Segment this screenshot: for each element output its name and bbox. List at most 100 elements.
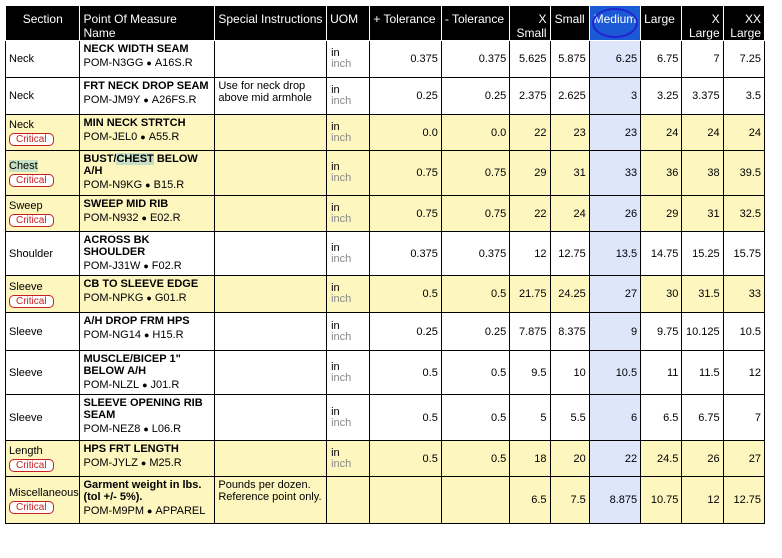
plus-tolerance-cell[interactable]: 0.5 [369, 394, 442, 441]
x-large-cell[interactable]: 11.5 [681, 350, 724, 395]
minus-tolerance-cell[interactable]: 0.5 [440, 394, 511, 441]
xx-large-cell[interactable]: 7.25 [722, 40, 766, 78]
header-instructions[interactable]: Special Instructions [214, 5, 328, 41]
medium-cell[interactable]: 6.25 [588, 40, 642, 78]
x-small-cell[interactable]: 7.875 [509, 312, 551, 351]
small-cell[interactable]: 20 [549, 440, 590, 477]
xx-large-cell[interactable]: 32.5 [722, 195, 766, 232]
small-cell[interactable]: 5.875 [549, 40, 590, 78]
large-cell[interactable]: 9.75 [640, 312, 683, 351]
xx-large-cell[interactable]: 24 [722, 114, 766, 151]
large-cell[interactable]: 29 [640, 195, 683, 232]
medium-cell[interactable]: 26 [588, 195, 642, 232]
x-small-cell[interactable]: 22 [509, 114, 551, 151]
x-small-cell[interactable]: 2.375 [509, 77, 551, 115]
plus-tolerance-cell[interactable]: 0.375 [369, 40, 442, 78]
medium-cell[interactable]: 3 [588, 77, 642, 115]
x-large-cell[interactable]: 6.75 [681, 394, 724, 441]
small-cell[interactable]: 5.5 [549, 394, 590, 441]
plus-tolerance-cell[interactable]: 0.25 [369, 77, 442, 115]
minus-tolerance-cell[interactable]: 0.25 [440, 312, 511, 351]
header-large[interactable]: Large [640, 5, 683, 41]
x-small-cell[interactable]: 9.5 [509, 350, 551, 395]
xx-large-cell[interactable]: 12 [722, 350, 766, 395]
x-large-cell[interactable]: 31.5 [681, 275, 724, 313]
x-large-cell[interactable]: 31 [681, 195, 724, 232]
plus-tolerance-cell[interactable]: 0.0 [369, 114, 442, 151]
header-pom[interactable]: Point Of Measure Name [79, 5, 216, 41]
medium-cell[interactable]: 6 [588, 394, 642, 441]
minus-tolerance-cell[interactable]: 0.375 [440, 231, 511, 276]
plus-tolerance-cell[interactable]: 0.75 [369, 195, 442, 232]
header-medium[interactable]: Medium [588, 5, 642, 41]
minus-tolerance-cell[interactable]: 0.5 [440, 440, 511, 477]
large-cell[interactable]: 24 [640, 114, 683, 151]
medium-cell[interactable]: 8.875 [588, 476, 642, 524]
small-cell[interactable]: 2.625 [549, 77, 590, 115]
header-small[interactable]: Small [549, 5, 590, 41]
small-cell[interactable]: 10 [549, 350, 590, 395]
header-x-large[interactable]: X Large [681, 5, 724, 41]
xx-large-cell[interactable]: 12.75 [722, 476, 766, 524]
plus-tolerance-cell[interactable]: 0.5 [369, 440, 442, 477]
x-small-cell[interactable]: 18 [509, 440, 551, 477]
large-cell[interactable]: 14.75 [640, 231, 683, 276]
x-large-cell[interactable]: 3.375 [681, 77, 724, 115]
medium-cell[interactable]: 33 [588, 150, 642, 196]
medium-cell[interactable]: 13.5 [588, 231, 642, 276]
large-cell[interactable]: 11 [640, 350, 683, 395]
xx-large-cell[interactable]: 10.5 [722, 312, 766, 351]
minus-tolerance-cell[interactable]: 0.75 [440, 195, 511, 232]
minus-tolerance-cell[interactable]: 0.5 [440, 275, 511, 313]
large-cell[interactable]: 6.5 [640, 394, 683, 441]
header-section[interactable]: Section [4, 5, 81, 41]
x-large-cell[interactable]: 10.125 [681, 312, 724, 351]
medium-cell[interactable]: 23 [588, 114, 642, 151]
small-cell[interactable]: 24.25 [549, 275, 590, 313]
x-large-cell[interactable]: 38 [681, 150, 724, 196]
x-large-cell[interactable]: 15.25 [681, 231, 724, 276]
x-small-cell[interactable]: 29 [509, 150, 551, 196]
plus-tolerance-cell[interactable]: 0.25 [369, 312, 442, 351]
minus-tolerance-cell[interactable]: 0.5 [440, 350, 511, 395]
small-cell[interactable]: 24 [549, 195, 590, 232]
small-cell[interactable]: 8.375 [549, 312, 590, 351]
xx-large-cell[interactable]: 15.75 [722, 231, 766, 276]
large-cell[interactable]: 24.5 [640, 440, 683, 477]
minus-tolerance-cell[interactable]: 0.375 [440, 40, 511, 78]
large-cell[interactable]: 36 [640, 150, 683, 196]
plus-tolerance-cell[interactable]: 0.375 [369, 231, 442, 276]
plus-tolerance-cell[interactable] [369, 476, 442, 524]
large-cell[interactable]: 3.25 [640, 77, 683, 115]
minus-tolerance-cell[interactable]: 0.0 [440, 114, 511, 151]
header-xx-large[interactable]: XX Large [722, 5, 766, 41]
large-cell[interactable]: 30 [640, 275, 683, 313]
medium-cell[interactable]: 9 [588, 312, 642, 351]
header-uom[interactable]: UOM [326, 5, 371, 41]
plus-tolerance-cell[interactable]: 0.75 [369, 150, 442, 196]
x-large-cell[interactable]: 7 [681, 40, 724, 78]
minus-tolerance-cell[interactable]: 0.75 [440, 150, 511, 196]
large-cell[interactable]: 6.75 [640, 40, 683, 78]
x-small-cell[interactable]: 5 [509, 394, 551, 441]
minus-tolerance-cell[interactable] [440, 476, 511, 524]
x-small-cell[interactable]: 21.75 [509, 275, 551, 313]
x-small-cell[interactable]: 12 [509, 231, 551, 276]
medium-cell[interactable]: 27 [588, 275, 642, 313]
plus-tolerance-cell[interactable]: 0.5 [369, 275, 442, 313]
x-small-cell[interactable]: 22 [509, 195, 551, 232]
xx-large-cell[interactable]: 3.5 [722, 77, 766, 115]
plus-tolerance-cell[interactable]: 0.5 [369, 350, 442, 395]
medium-cell[interactable]: 10.5 [588, 350, 642, 395]
header-x-small[interactable]: X Small [509, 5, 551, 41]
xx-large-cell[interactable]: 33 [722, 275, 766, 313]
large-cell[interactable]: 10.75 [640, 476, 683, 524]
medium-cell[interactable]: 22 [588, 440, 642, 477]
x-small-cell[interactable]: 6.5 [509, 476, 551, 524]
small-cell[interactable]: 7.5 [549, 476, 590, 524]
header-plus-tolerance[interactable]: + Tolerance [369, 5, 442, 41]
header-minus-tolerance[interactable]: - Tolerance [440, 5, 511, 41]
x-large-cell[interactable]: 12 [681, 476, 724, 524]
small-cell[interactable]: 23 [549, 114, 590, 151]
xx-large-cell[interactable]: 27 [722, 440, 766, 477]
